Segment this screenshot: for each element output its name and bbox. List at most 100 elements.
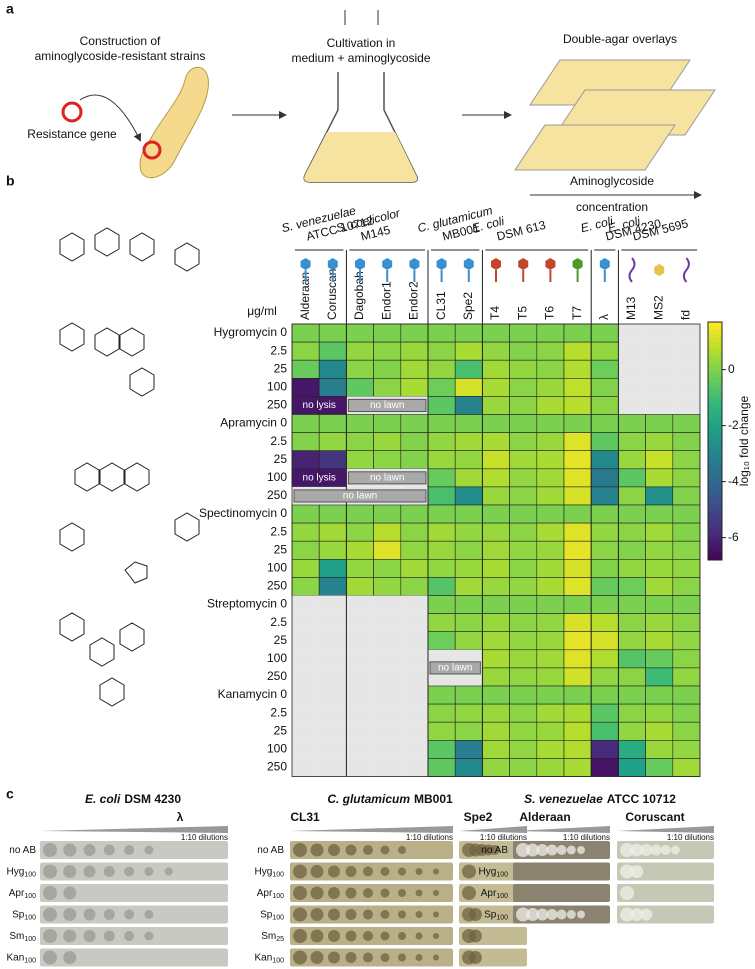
strain: MB001: [414, 792, 453, 806]
plaque: [363, 845, 373, 855]
heat-cell: [427, 468, 456, 488]
heat-cell: [346, 558, 374, 578]
heat-cell: [454, 323, 483, 343]
gradient-label: Aminoglycoside: [570, 174, 654, 188]
colorbar-step: [708, 472, 722, 478]
heat-cell: [645, 667, 674, 687]
heat-cell: [645, 703, 674, 723]
heat-cell: [482, 613, 510, 632]
heat-cell: [318, 558, 347, 578]
colorbar-step: [708, 361, 722, 367]
genus: E. coli: [85, 792, 121, 806]
heat-cell: [563, 468, 592, 488]
heat-cell: [509, 414, 538, 433]
plaque: [536, 908, 549, 921]
plaque: [363, 909, 373, 920]
heat-cell: [482, 341, 510, 361]
heat-cell: [509, 522, 538, 542]
heat-cell: [318, 414, 347, 433]
plaque: [516, 907, 530, 922]
heat-cell: [482, 758, 510, 777]
colorbar-step: [708, 397, 722, 402]
colorbar-step: [708, 488, 722, 494]
annotation: no lawn: [438, 663, 472, 674]
heat-cell: [672, 667, 701, 687]
phage-icon: [327, 258, 338, 270]
heat-cell: [427, 577, 456, 596]
heat-cell: [346, 686, 374, 705]
plaque: [415, 932, 423, 940]
heat-cell: [400, 414, 429, 433]
row-label: Hyg100: [479, 866, 509, 878]
heat-cell: [618, 378, 646, 397]
heat-cell: [645, 558, 674, 578]
heat-cell: [291, 504, 320, 524]
plaque: [577, 910, 585, 919]
plaque: [328, 908, 340, 921]
heat-cell: [590, 540, 619, 560]
heat-cell: [672, 685, 701, 705]
label-sub: 100: [24, 893, 36, 900]
heat-cell: [509, 595, 538, 614]
heat-cell: [590, 396, 619, 415]
plaque: [363, 888, 373, 898]
phage-icon: [491, 258, 501, 270]
heat-cell: [292, 667, 320, 686]
label-base: Apr: [481, 888, 497, 899]
heat-cell: [672, 360, 700, 379]
heat-cell: [482, 450, 510, 470]
heat-cell: [563, 540, 592, 560]
plaque: [462, 864, 476, 879]
plaque: [310, 929, 324, 943]
heat-cell: [563, 359, 592, 379]
heat-cell: [373, 631, 401, 650]
colorbar-step: [708, 381, 722, 386]
heat-cell: [645, 721, 674, 741]
colorbar-step: [708, 393, 722, 398]
heat-cell: [454, 396, 483, 415]
plaque: [345, 887, 357, 899]
heat-cell: [563, 341, 592, 361]
plaque: [43, 843, 57, 857]
column-label: Endor2: [407, 281, 421, 320]
heat-cell: [291, 540, 320, 560]
heat-cell: [346, 577, 374, 596]
plaque: [398, 932, 406, 940]
heat-cell: [318, 341, 347, 361]
plaque: [293, 929, 307, 943]
plaque: [415, 868, 423, 875]
row-label: 100: [267, 651, 287, 665]
plaque: [630, 843, 644, 857]
heat-cell: [536, 703, 565, 723]
row-label: Apr100: [257, 888, 284, 900]
plaque: [310, 886, 324, 900]
heat-cell: [400, 558, 429, 578]
row-label: 250: [267, 760, 287, 774]
plaque: [293, 950, 307, 965]
heat-cell: [292, 686, 320, 705]
heat-cell: [645, 432, 674, 452]
heat-cell: [590, 504, 619, 524]
heat-cell: [319, 667, 347, 686]
heat-cell: [645, 342, 673, 361]
heat-cell: [454, 595, 483, 614]
phage-icon: [382, 258, 393, 270]
colorbar-step: [708, 322, 722, 327]
plaque: [43, 886, 57, 900]
heat-cell: [454, 377, 483, 397]
colorbar-step: [708, 421, 722, 426]
heat-cell: [373, 686, 401, 705]
colorbar-step: [708, 413, 722, 418]
heat-cell: [672, 342, 700, 361]
heat-cell: [427, 486, 456, 506]
label-base: Apr: [257, 888, 273, 899]
heat-cell: [482, 558, 510, 578]
heat-cell: [400, 758, 428, 777]
plaque: [328, 930, 340, 942]
heat-cell: [509, 703, 538, 723]
plaque: [83, 865, 96, 878]
plasmid: [61, 101, 83, 123]
heat-cell: [590, 649, 619, 669]
heat-cell: [427, 450, 456, 470]
plaque: [398, 846, 406, 854]
